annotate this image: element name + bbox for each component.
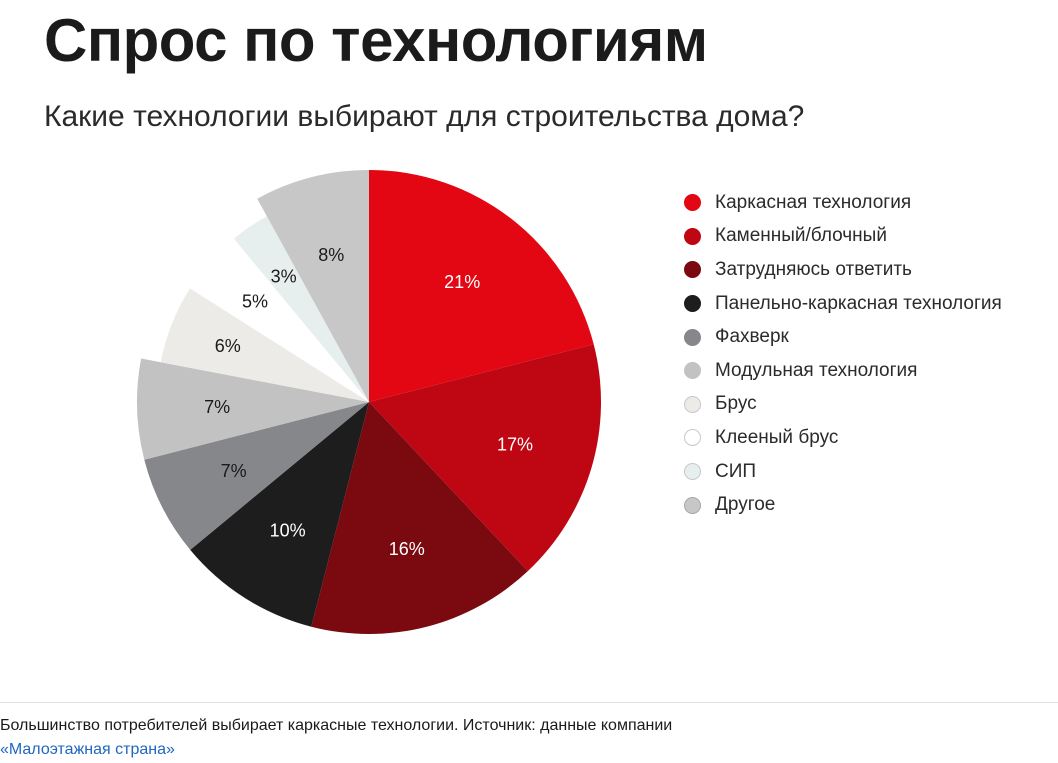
- legend-label: Модульная технология: [715, 359, 918, 381]
- caption-divider: [0, 702, 1058, 703]
- legend-item: Клееный брус: [684, 421, 1002, 455]
- legend-swatch-icon: [684, 362, 701, 380]
- source-link[interactable]: «Малоэтажная страна»: [0, 741, 175, 758]
- slice-value-label: 6%: [215, 336, 241, 356]
- pie-slice: [233, 216, 369, 402]
- slice-value-label: 5%: [242, 292, 268, 312]
- slice-value-label: 7%: [204, 397, 230, 417]
- legend-label: Клееный брус: [715, 426, 839, 448]
- legend-label: Другое: [715, 494, 776, 516]
- legend-item: Брус: [684, 388, 1002, 422]
- legend-swatch-icon: [684, 194, 701, 212]
- slice-value-label: 3%: [271, 266, 297, 286]
- legend-label: Затрудняюсь ответить: [715, 258, 912, 280]
- legend-item: СИП: [684, 455, 1002, 489]
- legend-swatch-icon: [684, 463, 701, 481]
- slice-value-label: 8%: [318, 245, 344, 265]
- pie-slice: [311, 402, 528, 634]
- slice-value-label: 16%: [389, 539, 425, 559]
- legend-label: Фахверк: [715, 326, 789, 348]
- legend-swatch-icon: [684, 395, 701, 413]
- legend-item: Затрудняюсь ответить: [684, 253, 1002, 287]
- chart-title: Спрос по технологиям: [44, 7, 708, 74]
- pie-slice: [160, 288, 369, 402]
- legend-item: Панельно-каркасная технология: [684, 287, 1002, 321]
- slice-value-label: 17%: [497, 434, 533, 454]
- legend-item: Другое: [684, 488, 1002, 522]
- legend-swatch-icon: [684, 261, 701, 279]
- chart-subtitle: Какие технологии выбирают для строительс…: [44, 100, 805, 133]
- legend-swatch-icon: [684, 295, 701, 313]
- pie-slice: [190, 238, 369, 402]
- legend-label: Брус: [715, 393, 757, 415]
- slice-value-label: 10%: [270, 520, 306, 540]
- legend-item: Модульная технология: [684, 354, 1002, 388]
- legend-swatch-icon: [684, 496, 701, 514]
- legend-label: СИП: [715, 460, 757, 482]
- legend-label: Панельно-каркасная технология: [715, 292, 1002, 314]
- legend-label: Каменный/блочный: [715, 225, 887, 247]
- figure-caption: Большинство потребителей выбирает каркас…: [0, 714, 1040, 762]
- legend-item: Каркасная технология: [684, 186, 1002, 220]
- legend-label: Каркасная технология: [715, 191, 912, 213]
- pie-slice: [369, 344, 601, 572]
- slice-value-label: 7%: [221, 461, 247, 481]
- pie-slice: [144, 402, 369, 550]
- slice-value-label: 21%: [444, 272, 480, 292]
- legend-swatch-icon: [684, 227, 701, 245]
- caption-text: Большинство потребителей выбирает каркас…: [0, 717, 673, 734]
- pie-slice: [369, 170, 594, 402]
- legend-item: Фахверк: [684, 320, 1002, 354]
- pie-slice: [137, 358, 369, 460]
- chart-legend: Каркасная технология Каменный/блочный Затр…: [684, 186, 1002, 522]
- pie-slice: [190, 402, 369, 627]
- pie-chart: 21% 17% 16% 10% 7% 7% 6% 5%3% 8%: [137, 170, 601, 634]
- pie-slice: [257, 170, 369, 402]
- legend-item: Каменный/блочный: [684, 220, 1002, 254]
- legend-swatch-icon: [684, 328, 701, 346]
- legend-swatch-icon: [684, 429, 701, 447]
